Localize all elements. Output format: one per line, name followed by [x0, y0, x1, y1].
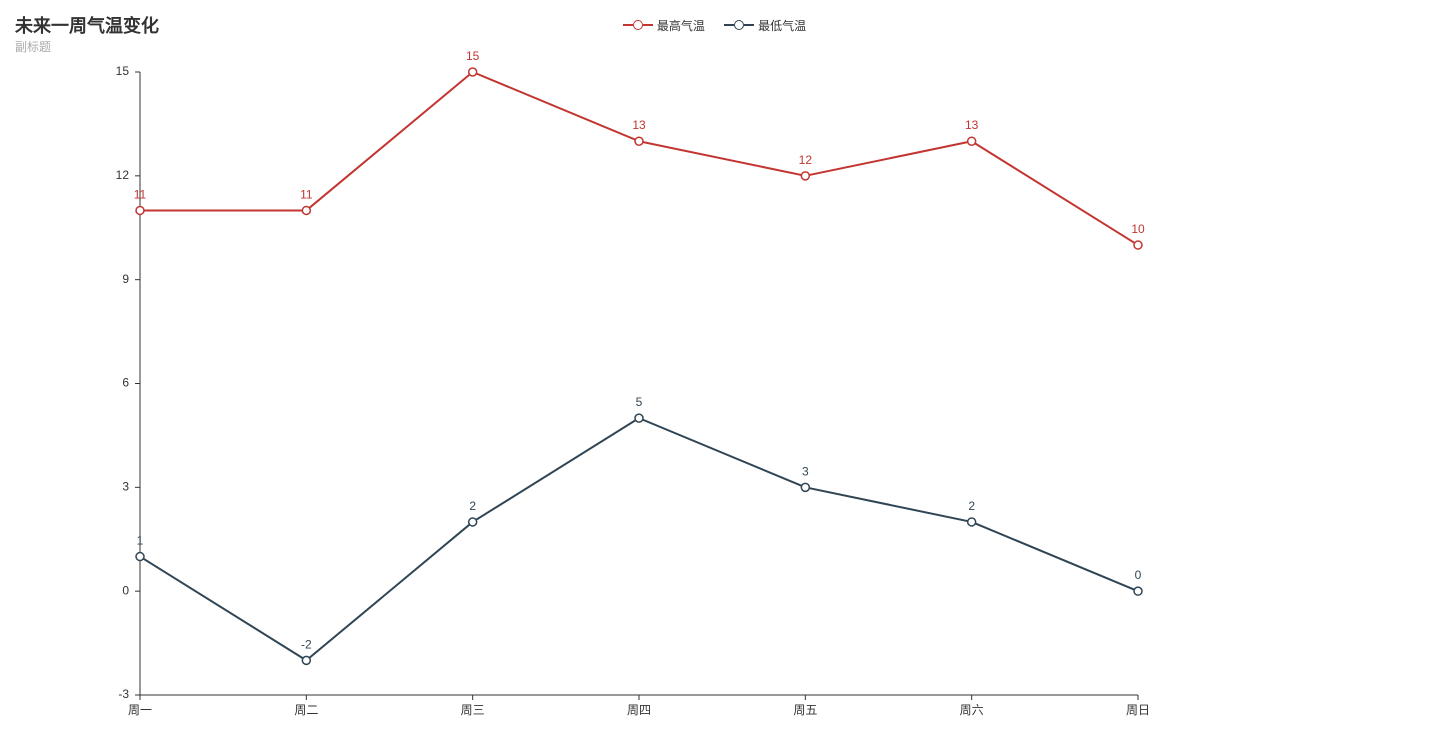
y-tick-label: 6	[122, 376, 129, 390]
x-tick-label: 周三	[461, 703, 485, 717]
series-marker[interactable]	[1134, 587, 1142, 595]
data-label: 15	[466, 49, 480, 63]
x-tick-label: 周五	[793, 703, 817, 717]
chart-svg: -3 0 3 6 9 12 15 周一 周二 周三 周四 周五 周六 周日 11 11 15 13 12 13 10 1 -…	[0, 0, 1429, 746]
data-label: 2	[469, 499, 476, 513]
series-marker[interactable]	[801, 172, 809, 180]
y-tick-label: 9	[122, 272, 129, 286]
series-marker[interactable]	[968, 137, 976, 145]
series-line	[140, 72, 1138, 245]
y-tick-label: 12	[116, 168, 130, 182]
y-tick-label: 3	[122, 480, 129, 494]
series-marker[interactable]	[469, 68, 477, 76]
data-label: 13	[965, 118, 979, 132]
series-marker[interactable]	[635, 137, 643, 145]
data-label: 10	[1131, 222, 1145, 236]
data-label: 0	[1135, 568, 1142, 582]
data-label: 5	[636, 395, 643, 409]
x-tick-label: 周四	[627, 703, 651, 717]
series-marker[interactable]	[302, 206, 310, 214]
data-label: -2	[301, 637, 312, 651]
series-marker[interactable]	[801, 483, 809, 491]
data-label: 11	[134, 187, 147, 201]
series-marker[interactable]	[302, 656, 310, 664]
x-tick-label: 周六	[960, 703, 984, 717]
x-tick-label: 周一	[128, 703, 152, 717]
x-tick-label: 周日	[1126, 703, 1150, 717]
series-marker[interactable]	[136, 206, 144, 214]
y-tick-label: 0	[122, 583, 129, 597]
data-label: 3	[802, 464, 809, 478]
y-tick-label: 15	[116, 64, 130, 78]
data-label: 2	[968, 499, 975, 513]
series-marker[interactable]	[968, 518, 976, 526]
series-line	[140, 418, 1138, 660]
data-label: 13	[632, 118, 646, 132]
data-label: 12	[799, 153, 813, 167]
series-marker[interactable]	[136, 553, 144, 561]
series-marker[interactable]	[1134, 241, 1142, 249]
series-marker[interactable]	[469, 518, 477, 526]
data-label: 11	[300, 187, 313, 201]
data-label: 1	[137, 534, 144, 548]
y-tick-label: -3	[118, 687, 129, 701]
x-tick-label: 周二	[294, 703, 318, 717]
chart-container: 未来一周气温变化 副标题 最高气温 最低气温 -303691215周一周二周三周…	[0, 0, 1429, 746]
series-marker[interactable]	[635, 414, 643, 422]
